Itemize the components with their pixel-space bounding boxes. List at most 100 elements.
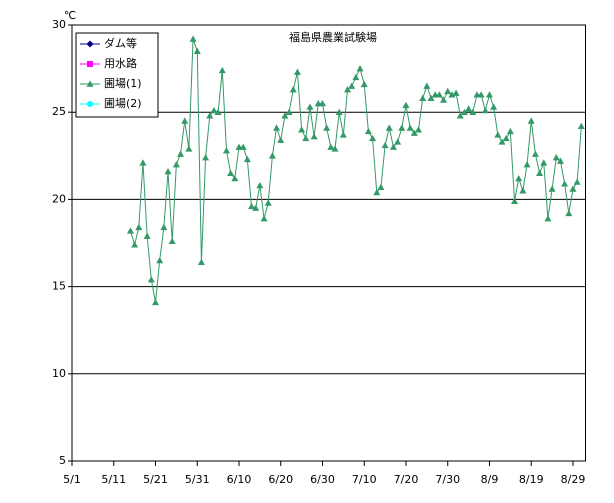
marker [419,94,427,102]
marker [452,89,460,96]
y-tick-label: 10 [52,367,66,380]
marker [460,108,468,115]
marker [565,209,573,217]
marker [318,99,326,107]
marker [260,215,268,222]
marker [377,183,385,190]
marker [131,241,139,248]
marker [302,134,310,142]
marker [511,197,519,204]
marker [193,47,201,54]
marker [502,134,510,142]
marker [231,174,239,182]
marker [423,82,431,89]
marker [218,66,226,74]
marker [448,91,456,98]
marker [126,227,134,234]
marker [481,106,489,114]
marker [544,215,552,222]
marker [498,138,506,145]
marker [202,154,210,161]
x-tick-label: 5/11 [101,473,126,486]
y-tick-label: 25 [52,105,66,118]
marker [373,188,381,196]
marker [435,91,443,98]
y-tick-label: 5 [59,454,66,467]
legend-marker [86,80,94,87]
marker [369,134,377,142]
marker [360,80,368,88]
marker [569,185,577,192]
marker [210,106,218,114]
marker [552,154,560,161]
marker [561,180,569,187]
marker [339,131,347,138]
marker [364,127,372,135]
marker [285,108,293,115]
marker [227,169,235,177]
x-tick-label: 6/10 [227,473,252,486]
marker [189,35,197,42]
marker [406,124,414,131]
marker [456,112,464,119]
marker [222,147,230,154]
marker [323,124,331,131]
marker [256,181,264,189]
marker [252,204,260,211]
marker [531,150,539,157]
marker [506,127,514,135]
marker [177,150,185,157]
marker [381,141,389,149]
marker [181,117,189,124]
y-axis-unit: ℃ [64,9,76,22]
marker [385,124,393,131]
marker [239,143,247,150]
marker [143,232,151,239]
marker [494,131,502,138]
marker [160,223,168,231]
x-tick-label: 6/20 [268,473,293,486]
marker [243,155,251,163]
marker [490,103,498,110]
marker [556,157,564,164]
marker [168,237,176,245]
marker [248,202,256,210]
marker [281,112,289,119]
legend-label: 圃場(2) [104,97,142,110]
marker [335,108,343,115]
marker [410,129,418,136]
marker [394,138,402,145]
x-tick-label: 5/31 [185,473,210,486]
x-tick-label: 8/29 [561,473,586,486]
marker [527,117,535,124]
marker [135,223,143,231]
legend-marker [86,40,94,48]
x-tick-label: 7/10 [352,473,377,486]
marker [197,258,205,265]
marker [164,167,172,175]
marker [540,159,548,166]
legend-marker [87,101,93,107]
marker [151,298,159,306]
marker [298,126,306,133]
legend-label: 用水路 [104,57,137,70]
marker [389,143,397,150]
x-tick-label: 5/21 [143,473,168,486]
marker [485,91,493,98]
x-tick-label: 8/19 [519,473,544,486]
chart-title: 福島県農業試験場 [289,30,377,44]
marker [573,178,581,185]
marker [327,143,335,150]
marker [548,185,556,192]
marker [356,65,364,72]
marker [306,103,314,110]
marker [293,68,301,75]
marker [268,152,276,159]
marker [273,124,281,131]
x-tick-label: 6/30 [310,473,335,486]
marker [465,105,473,112]
legend-label: 圃場(1) [104,77,142,90]
marker [577,122,585,129]
x-tick-label: 5/1 [63,473,81,486]
marker [147,276,155,283]
